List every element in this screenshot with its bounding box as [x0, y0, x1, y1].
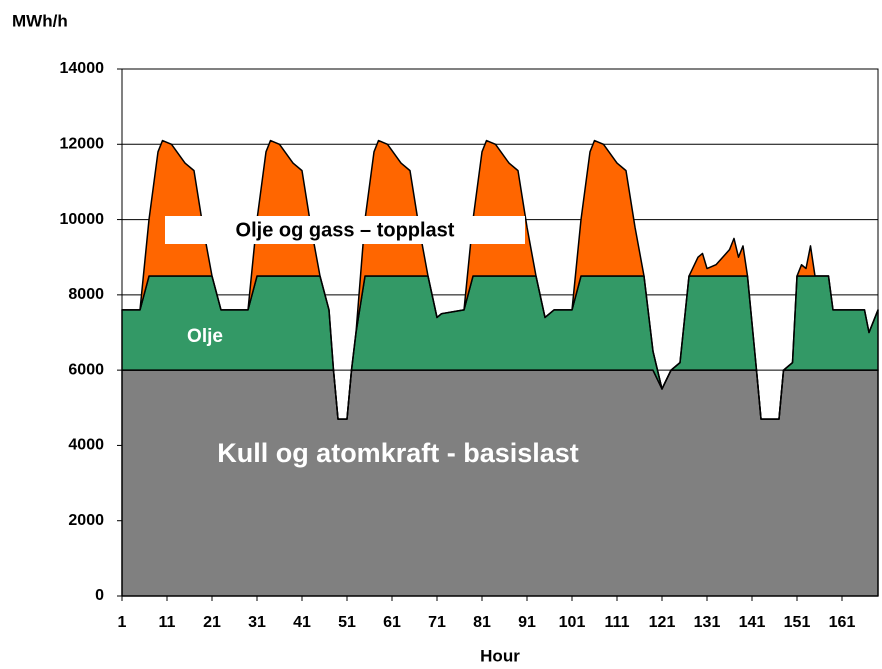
y-tick-label: 2000	[68, 512, 104, 529]
x-axis-label: Hour	[480, 646, 520, 665]
y-tick-label: 10000	[60, 211, 105, 228]
y-tick-label: 4000	[68, 437, 104, 454]
series-label: Olje og gass – topplast	[236, 219, 455, 241]
label-box	[165, 216, 525, 244]
y-tick-label: 8000	[68, 286, 104, 303]
y-tick-label: 6000	[68, 361, 104, 378]
x-tick-label: 21	[203, 614, 221, 631]
x-tick-label: 131	[694, 614, 721, 631]
x-tick-label: 81	[473, 614, 491, 631]
y-tick-label: 14000	[60, 60, 105, 77]
x-tick-label: 11	[159, 614, 176, 631]
x-tick-label: 101	[559, 614, 586, 631]
x-tick-label: 91	[518, 614, 536, 631]
x-tick-label: 71	[428, 614, 446, 631]
series-label: Olje	[187, 326, 223, 347]
y-axis-label: MWh/h	[12, 11, 68, 30]
x-tick-label: 111	[605, 614, 630, 631]
x-tick-label: 41	[293, 614, 311, 631]
x-tick-label: 141	[739, 614, 766, 631]
x-tick-label: 61	[383, 614, 401, 631]
x-tick-label: 161	[829, 614, 856, 631]
x-tick-label: 31	[248, 614, 266, 631]
x-tick-label: 121	[649, 614, 676, 631]
x-tick-label: 151	[784, 614, 811, 631]
y-tick-label: 12000	[60, 136, 105, 153]
x-tick-label: 1	[118, 614, 127, 631]
x-tick-label: 51	[338, 614, 356, 631]
series-label: Kull og atomkraft - basislast	[217, 438, 579, 468]
area	[121, 139, 879, 420]
y-tick-label: 0	[95, 587, 104, 604]
